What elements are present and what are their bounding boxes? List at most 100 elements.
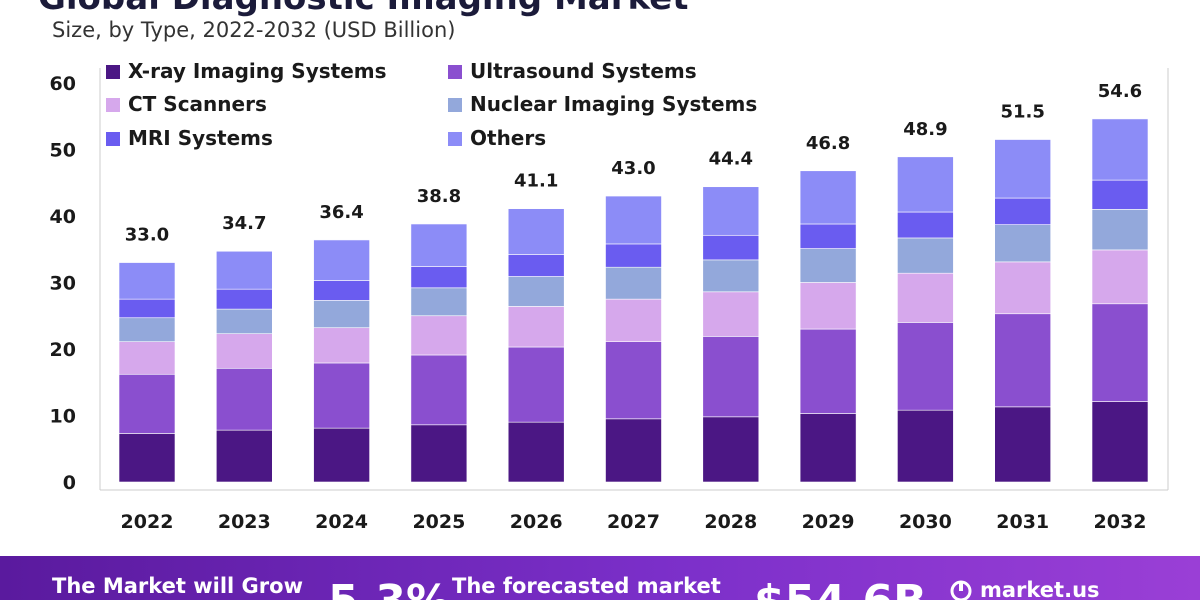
bar-segment — [1091, 303, 1149, 402]
bar-segment — [702, 416, 760, 483]
bar-segment — [410, 315, 468, 356]
x-tick-label: 2024 — [315, 511, 368, 533]
chart-title: Global Diagnostic Imaging Market — [38, 0, 689, 18]
legend-label: Others — [470, 126, 546, 150]
y-tick-label: 30 — [50, 273, 76, 295]
footer-forecast-text: The forecasted market — [452, 574, 721, 598]
bar-segment — [702, 259, 760, 293]
bar-segment — [313, 427, 370, 483]
bar-total-label: 36.4 — [319, 202, 363, 223]
bar-segment — [994, 139, 1052, 199]
legend-label: CT Scanners — [128, 92, 267, 116]
bar-total-label: 41.1 — [514, 171, 558, 192]
bar-total-label: 38.8 — [417, 186, 461, 207]
legend-swatch — [448, 98, 462, 112]
bar-segment — [897, 322, 954, 411]
x-tick-label: 2030 — [899, 511, 952, 533]
bar-total-label: 48.9 — [903, 119, 947, 140]
legend-label: MRI Systems — [128, 126, 273, 150]
bar-segment — [1091, 179, 1149, 210]
bar-segment — [507, 306, 565, 348]
bar-segment — [605, 266, 662, 300]
bar-segment — [605, 341, 662, 420]
y-tick-label: 60 — [50, 73, 76, 95]
bar-segment — [702, 336, 760, 418]
bar-segment — [216, 367, 273, 431]
legend-label: X-ray Imaging Systems — [128, 59, 387, 83]
bar-segment — [799, 223, 857, 249]
bar-segment — [118, 341, 176, 375]
bar-segment — [216, 288, 273, 310]
bar-segment — [799, 413, 857, 483]
footer-growth-text: The Market will Grow — [52, 574, 303, 598]
y-tick-label: 10 — [50, 406, 76, 428]
bar-segment — [605, 418, 662, 483]
bar-segment — [507, 276, 565, 307]
bar-segment — [702, 186, 760, 236]
bar-segment — [702, 291, 760, 337]
footer-growth-value: 5.3% — [328, 576, 450, 600]
bar-segment — [410, 424, 468, 483]
bar-segment — [1091, 209, 1149, 251]
bar-segment — [994, 313, 1052, 408]
bar-segment — [118, 317, 176, 342]
bar-segment — [897, 272, 954, 323]
bar-segment — [1091, 401, 1149, 483]
bar-segment — [897, 211, 954, 239]
bar-segment — [897, 237, 954, 274]
bar-segment — [799, 170, 857, 225]
bar-segment — [410, 266, 468, 289]
bar-segment — [994, 406, 1052, 483]
bar-segment — [216, 429, 273, 483]
bar-segment — [605, 243, 662, 268]
bar-segment — [216, 333, 273, 369]
bar-segment — [507, 346, 565, 423]
footer-banner: The Market will Grow 5.3% The forecasted… — [0, 556, 1200, 600]
brand-name: market.us — [980, 578, 1100, 600]
bar-segment — [799, 328, 857, 414]
legend-swatch — [106, 98, 120, 112]
bar-segment — [605, 195, 662, 245]
bar-segment — [118, 262, 176, 300]
y-tick-label: 40 — [50, 206, 76, 228]
legend-swatch — [448, 65, 462, 79]
bar-segment — [216, 308, 273, 335]
bar-segment — [799, 282, 857, 330]
legend-swatch — [106, 132, 120, 146]
bar-segment — [1091, 118, 1149, 181]
bar-segment — [897, 156, 954, 213]
bar-segment — [313, 362, 370, 429]
y-tick-label: 20 — [50, 339, 76, 361]
bar-segment — [313, 300, 370, 329]
chart-subtitle: Size, by Type, 2022-2032 (USD Billion) — [52, 18, 456, 42]
bar-segment — [605, 298, 662, 342]
bar-segment — [410, 287, 468, 317]
footer-brand: market.us — [950, 578, 1100, 600]
bar-segment — [118, 298, 176, 319]
bar-total-label: 54.6 — [1098, 81, 1142, 102]
x-tick-label: 2027 — [607, 511, 660, 533]
brand-logo-icon — [950, 580, 972, 600]
bar-segment — [799, 248, 857, 283]
bar-total-label: 44.4 — [709, 149, 753, 170]
bar-segment — [507, 254, 565, 277]
bar-segment — [897, 409, 954, 483]
x-tick-label: 2031 — [996, 511, 1049, 533]
bar-segment — [216, 250, 273, 290]
x-tick-label: 2028 — [704, 511, 757, 533]
bar-segment — [507, 421, 565, 483]
bar-segment — [410, 223, 468, 267]
x-tick-label: 2025 — [412, 511, 465, 533]
legend-label: Nuclear Imaging Systems — [470, 92, 757, 116]
stacked-bar-chart: 010203040506033.0202234.7202336.4202438.… — [50, 59, 1169, 533]
bar-segment — [994, 261, 1052, 315]
x-tick-label: 2032 — [1094, 511, 1147, 533]
bar-segment — [702, 234, 760, 261]
bar-segment — [313, 327, 370, 364]
x-tick-label: 2023 — [218, 511, 271, 533]
bar-total-label: 43.0 — [611, 158, 655, 179]
x-tick-label: 2022 — [121, 511, 174, 533]
x-tick-label: 2026 — [510, 511, 563, 533]
x-tick-label: 2029 — [802, 511, 855, 533]
bar-total-label: 51.5 — [1000, 102, 1044, 123]
